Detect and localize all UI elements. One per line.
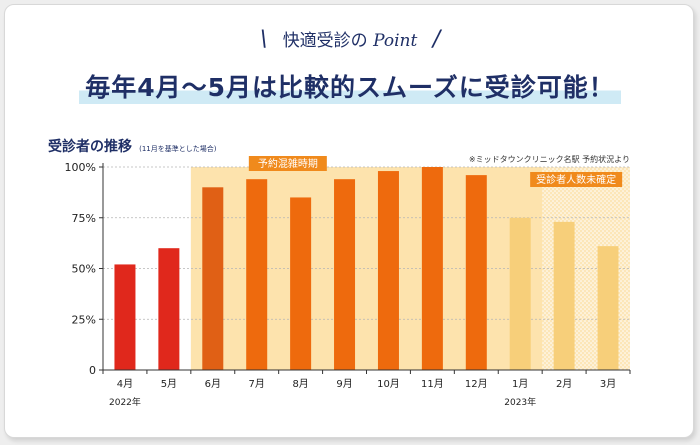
y-tick-label: 0 bbox=[89, 364, 96, 377]
bar-9 bbox=[465, 175, 487, 370]
busy-period-label-box bbox=[248, 156, 327, 171]
x-tick-label: 2月 bbox=[556, 378, 572, 390]
y-tick-label: 100% bbox=[65, 161, 96, 174]
x-tick-label: 1月 bbox=[512, 378, 528, 390]
bar-10 bbox=[509, 217, 531, 370]
point-header: \ 快適受診の Point / bbox=[0, 26, 700, 52]
chart-title: 受診者の推移 (11月を基準とした場合) bbox=[48, 136, 216, 156]
x-tick-label: 5月 bbox=[161, 378, 177, 390]
bar-5 bbox=[290, 197, 312, 370]
bar-6 bbox=[334, 179, 356, 370]
year-label: 2022年 bbox=[109, 396, 141, 408]
unconfirmed-label-box bbox=[530, 172, 623, 187]
point-label: 快適受診の bbox=[282, 31, 368, 51]
x-tick-label: 6月 bbox=[205, 378, 221, 390]
bar-11 bbox=[553, 221, 575, 370]
y-tick-label: 25% bbox=[72, 313, 96, 326]
bar-12 bbox=[597, 246, 619, 370]
bar-7 bbox=[377, 171, 399, 370]
x-tick-label: 10月 bbox=[377, 378, 400, 390]
right-slash-decoration: / bbox=[432, 27, 441, 52]
point-word: Point bbox=[373, 31, 418, 51]
chart-source-note: ※ミッドタウンクリニック名駅 予約状況より bbox=[468, 155, 630, 164]
x-tick-label: 7月 bbox=[249, 378, 265, 390]
bar-1 bbox=[114, 264, 136, 370]
unconfirmed-label: 受診者人数未確定 bbox=[536, 173, 616, 186]
bar-2 bbox=[158, 248, 180, 370]
headline-container: 毎年4月〜5月は比較的スムーズに受診可能！ bbox=[0, 68, 700, 104]
left-slash-decoration: \ bbox=[259, 27, 268, 52]
busy-period-label: 予約混雑時期 bbox=[258, 157, 318, 170]
x-tick-label: 4月 bbox=[117, 378, 133, 390]
bar-8 bbox=[421, 167, 443, 370]
bar-4 bbox=[246, 179, 268, 370]
y-tick-label: 75% bbox=[72, 212, 96, 225]
chart-title-note: (11月を基準とした場合) bbox=[139, 145, 217, 153]
year-label: 2023年 bbox=[504, 396, 536, 408]
headline: 毎年4月〜5月は比較的スムーズに受診可能！ bbox=[79, 68, 621, 104]
chart-title-main: 受診者の推移 bbox=[48, 139, 132, 155]
x-tick-label: 12月 bbox=[465, 378, 488, 390]
x-tick-label: 8月 bbox=[292, 378, 308, 390]
x-tick-label: 11月 bbox=[421, 378, 444, 390]
x-tick-label: 9月 bbox=[336, 378, 352, 390]
x-tick-label: 3月 bbox=[600, 378, 616, 390]
y-tick-label: 50% bbox=[72, 263, 96, 276]
bar-3 bbox=[202, 187, 224, 370]
